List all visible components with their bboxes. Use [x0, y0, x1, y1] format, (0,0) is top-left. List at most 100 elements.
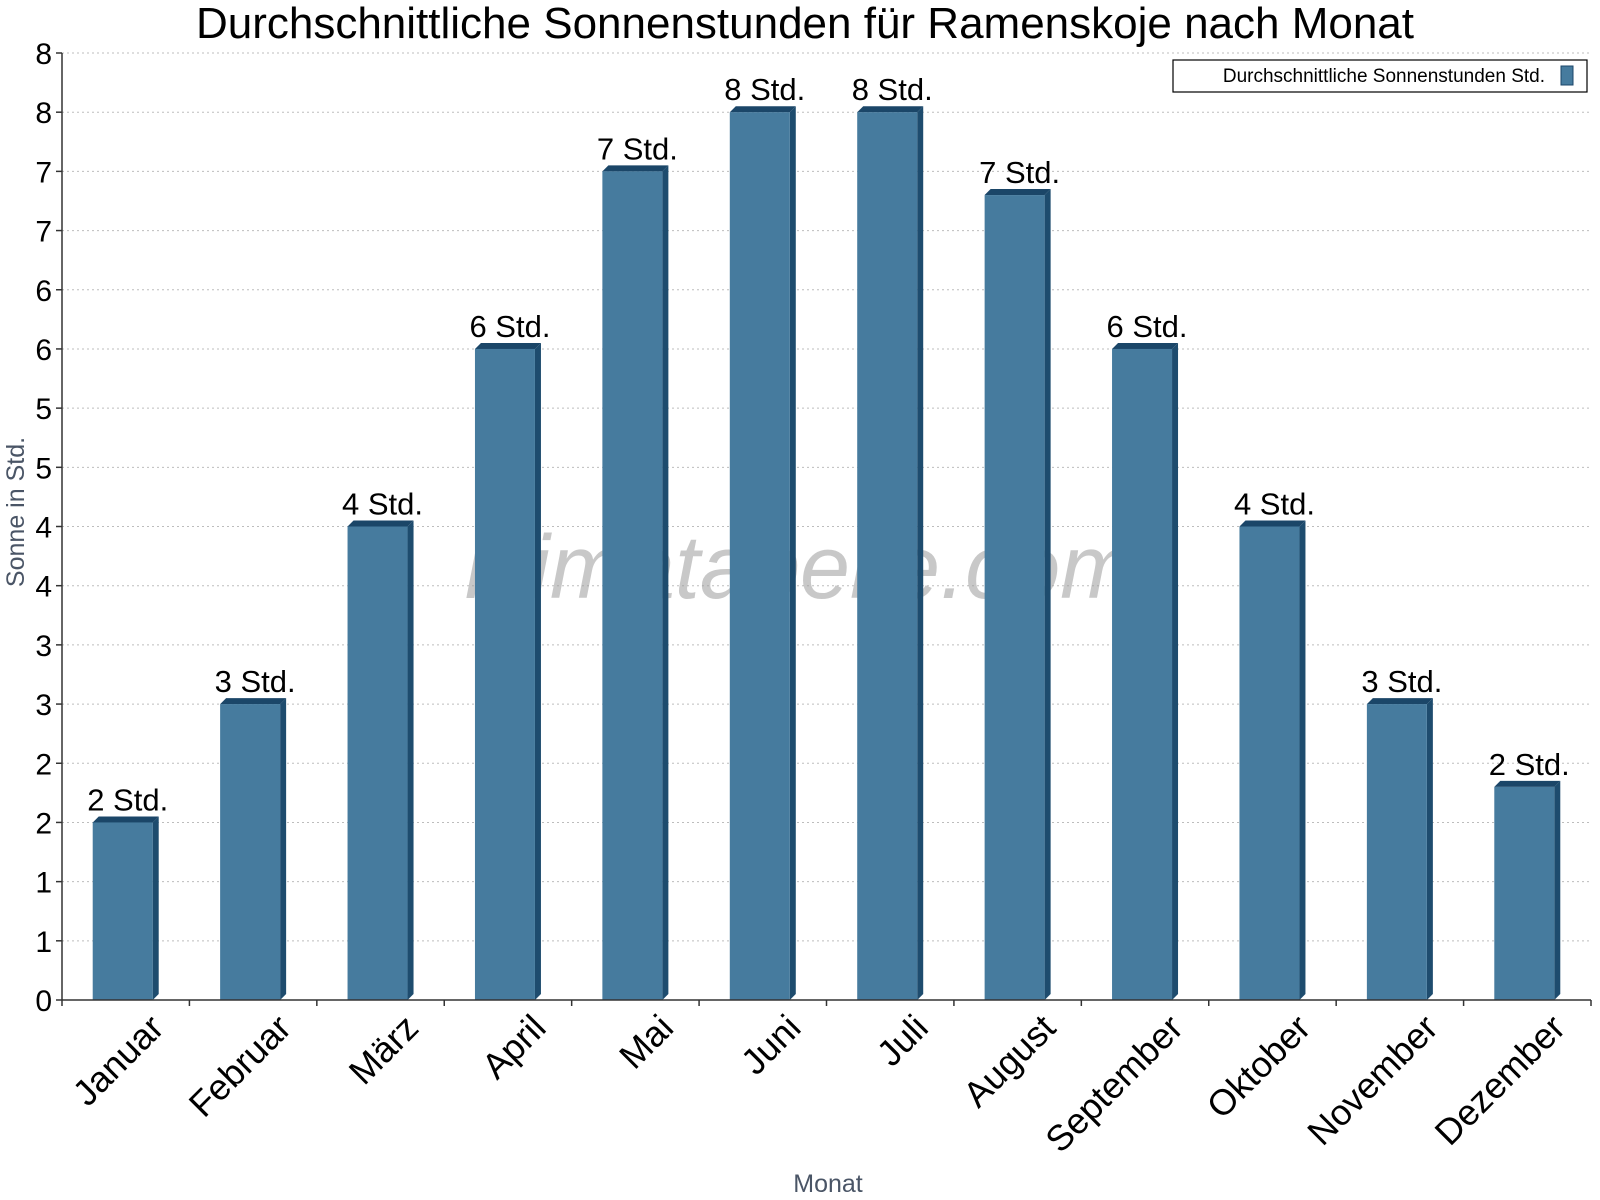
bar [1112, 342, 1179, 1000]
data-label: 7 Std. [979, 155, 1060, 190]
y-axis-label: Sonne in Std. [2, 437, 30, 587]
bar-front [857, 112, 918, 1000]
bar-top [1366, 698, 1433, 705]
bar-front [602, 171, 663, 1000]
x-tick-label: Dezember [1427, 1007, 1573, 1153]
bar [92, 816, 159, 1000]
y-tick-label: 0 [35, 985, 52, 1018]
bar-front [1366, 704, 1427, 1000]
bar-front [729, 112, 790, 1000]
bar [857, 106, 924, 1000]
bar-front [1239, 526, 1300, 1000]
bars [92, 106, 1561, 1001]
data-label: 2 Std. [1489, 747, 1570, 782]
y-tick-label: 2 [35, 807, 52, 840]
y-tick-label: 2 [35, 748, 52, 781]
bar-top [729, 106, 796, 113]
bar-front [220, 704, 281, 1000]
x-tick-label: November [1299, 1007, 1445, 1153]
y-tick-label: 8 [35, 38, 52, 71]
y-tick-label: 4 [35, 571, 52, 604]
data-label: 7 Std. [597, 131, 678, 166]
x-axis-label: Monat [793, 1170, 863, 1198]
bar-front [1494, 786, 1555, 1000]
bar-top [1239, 520, 1306, 527]
bar-top [92, 816, 159, 823]
y-tick-label: 6 [35, 275, 52, 308]
bar [602, 165, 669, 1000]
data-label: 6 Std. [469, 309, 550, 344]
bar [1494, 780, 1561, 1000]
bar-front [474, 348, 535, 1000]
bar-top [602, 165, 669, 172]
bar-top [857, 106, 924, 113]
x-tick-label: Juli [869, 1007, 936, 1074]
data-label: 4 Std. [1234, 487, 1315, 522]
data-label: 3 Std. [215, 664, 296, 699]
bar-front [984, 195, 1045, 1001]
bar-side [917, 106, 924, 1000]
x-tick-label: Januar [65, 1007, 172, 1114]
legend-swatch [1560, 65, 1574, 86]
bar-top [1112, 342, 1179, 349]
bar-top [220, 698, 287, 705]
x-tick-label: Juni [733, 1007, 809, 1083]
legend-box [1172, 59, 1588, 93]
y-tick-label: 1 [35, 926, 52, 959]
legend-label: Durchschnittliche Sonnenstunden Std. [1223, 66, 1545, 87]
bar-side [789, 106, 796, 1000]
y-tick-label: 6 [35, 334, 52, 367]
grid-lines [62, 52, 1591, 942]
y-tick-label: 3 [35, 689, 52, 722]
x-tick-label: April [474, 1007, 554, 1087]
x-tick-label: Mai [611, 1007, 681, 1077]
bar-side [152, 816, 159, 1000]
bar [474, 342, 541, 1000]
data-labels: 2 Std. 3 Std. 4 Std. 6 Std. 7 Std. 8 Std. 8 St… [87, 72, 1570, 817]
x-tick-label: Oktober [1199, 1007, 1319, 1127]
bar-top [474, 342, 541, 349]
y-tick-label: 1 [35, 867, 52, 900]
bar [984, 189, 1051, 1001]
data-label: 4 Std. [342, 487, 423, 522]
data-label: 2 Std. [87, 782, 168, 817]
bar [347, 520, 414, 1000]
bar-front [92, 822, 153, 1000]
bar [729, 106, 796, 1000]
legend: Durchschnittliche Sonnenstunden Std. [1172, 59, 1588, 93]
bar-front [347, 526, 408, 1000]
y-tick-label: 7 [35, 156, 52, 189]
data-label: 8 Std. [724, 72, 805, 107]
bar-side [1426, 698, 1433, 1000]
bar [1239, 520, 1306, 1000]
bar-side [662, 165, 669, 1000]
bar-side [1044, 189, 1051, 1001]
bar-side [1172, 342, 1179, 1000]
bar-side [407, 520, 414, 1000]
bar-top [1494, 780, 1561, 787]
bar-side [1554, 780, 1561, 1000]
bar [220, 698, 287, 1000]
y-tick-label: 5 [35, 452, 52, 485]
bar-front [1112, 348, 1173, 1000]
bar [1366, 698, 1433, 1000]
data-label: 8 Std. [852, 72, 933, 107]
x-tick-label: August [955, 1007, 1063, 1115]
bar-top [347, 520, 414, 527]
x-tick-label: September [1037, 1007, 1191, 1161]
bar-side [1299, 520, 1306, 1000]
y-tick-label: 8 [35, 97, 52, 130]
y-tick-label: 7 [35, 216, 52, 249]
x-tick-label: Februar [181, 1007, 299, 1125]
bar-top [984, 189, 1051, 196]
y-tick-label: 3 [35, 630, 52, 663]
data-label: 3 Std. [1361, 664, 1442, 699]
y-tick-label: 4 [35, 512, 52, 545]
data-label: 6 Std. [1107, 309, 1188, 344]
y-tick-label: 5 [35, 393, 52, 426]
bar-side [280, 698, 287, 1000]
chart-title: Durchschnittliche Sonnenstunden für Rame… [196, 0, 1414, 48]
bar-side [534, 342, 541, 1000]
